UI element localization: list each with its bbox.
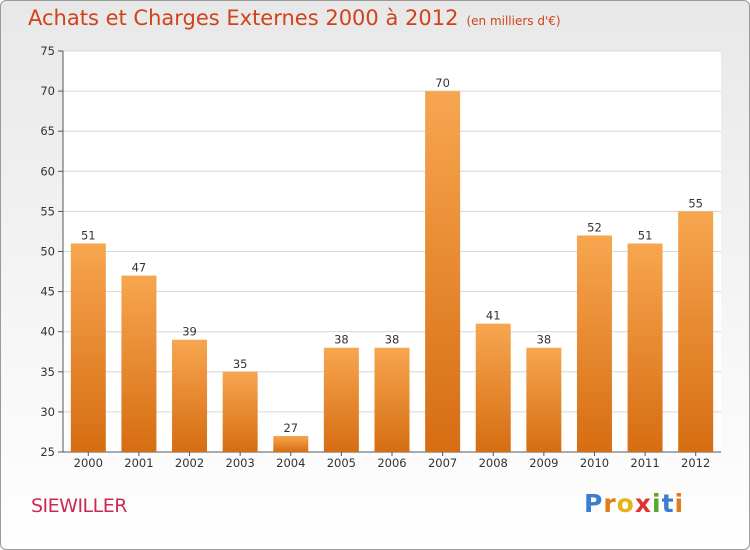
y-tick-label: 65 bbox=[40, 124, 55, 138]
logo-letter: x bbox=[634, 489, 652, 518]
x-tick-label: 2002 bbox=[175, 456, 204, 470]
data-label: 38 bbox=[385, 333, 400, 347]
y-tick-label: 35 bbox=[40, 365, 55, 379]
x-tick-label: 2007 bbox=[428, 456, 457, 470]
logo-letter: P bbox=[584, 489, 604, 518]
bar bbox=[121, 275, 157, 452]
data-label: 38 bbox=[537, 333, 552, 347]
x-tick-label: 2008 bbox=[479, 456, 508, 470]
x-tick-label: 2009 bbox=[529, 456, 558, 470]
data-label: 47 bbox=[132, 261, 147, 275]
data-label: 55 bbox=[688, 196, 703, 210]
y-tick-label: 40 bbox=[40, 325, 55, 339]
data-label: 51 bbox=[638, 228, 653, 242]
commune-name: SIEWILLER bbox=[31, 495, 127, 517]
logo-letter: i bbox=[674, 489, 685, 518]
y-tick-label: 50 bbox=[40, 245, 55, 259]
x-tick-label: 2001 bbox=[124, 456, 153, 470]
y-tick-label: 30 bbox=[40, 405, 55, 419]
x-tick-label: 2010 bbox=[580, 456, 609, 470]
logo-letter: o bbox=[616, 489, 635, 518]
bar bbox=[526, 347, 562, 452]
x-tick-label: 2011 bbox=[630, 456, 659, 470]
logo-letter: t bbox=[661, 489, 675, 518]
x-tick-label: 2003 bbox=[226, 456, 255, 470]
x-tick-label: 2005 bbox=[327, 456, 356, 470]
data-label: 27 bbox=[283, 421, 298, 435]
x-tick-label: 2012 bbox=[681, 456, 710, 470]
data-label: 38 bbox=[334, 333, 349, 347]
chart-subtitle: (en milliers d'€) bbox=[466, 14, 561, 28]
bar bbox=[576, 235, 612, 452]
bar bbox=[627, 243, 663, 452]
proxiti-logo: Proxiti bbox=[584, 489, 684, 518]
data-label: 51 bbox=[81, 228, 96, 242]
data-label: 70 bbox=[435, 76, 450, 90]
bar bbox=[323, 347, 359, 452]
bar bbox=[70, 243, 106, 452]
x-tick-label: 2000 bbox=[74, 456, 103, 470]
bar bbox=[475, 323, 511, 452]
logo-letter: i bbox=[652, 489, 662, 518]
x-tick-label: 2006 bbox=[377, 456, 406, 470]
data-label: 39 bbox=[182, 325, 197, 339]
chart-title: Achats et Charges Externes 2000 à 2012 (e… bbox=[28, 6, 561, 30]
y-tick-label: 70 bbox=[40, 84, 55, 98]
data-label: 35 bbox=[233, 357, 248, 371]
y-tick-label: 45 bbox=[40, 285, 55, 299]
bar bbox=[273, 435, 309, 452]
logo-letter: r bbox=[603, 489, 617, 518]
y-tick-label: 60 bbox=[40, 164, 55, 178]
y-tick-label: 25 bbox=[40, 445, 55, 459]
bar bbox=[425, 91, 461, 452]
data-label: 52 bbox=[587, 220, 602, 234]
bar bbox=[222, 371, 258, 452]
bar bbox=[678, 211, 714, 452]
y-tick-label: 55 bbox=[40, 204, 55, 218]
bar bbox=[172, 339, 208, 452]
y-tick-label: 75 bbox=[40, 44, 55, 58]
bar bbox=[374, 347, 410, 452]
x-tick-label: 2004 bbox=[276, 456, 305, 470]
data-label: 41 bbox=[486, 309, 501, 323]
